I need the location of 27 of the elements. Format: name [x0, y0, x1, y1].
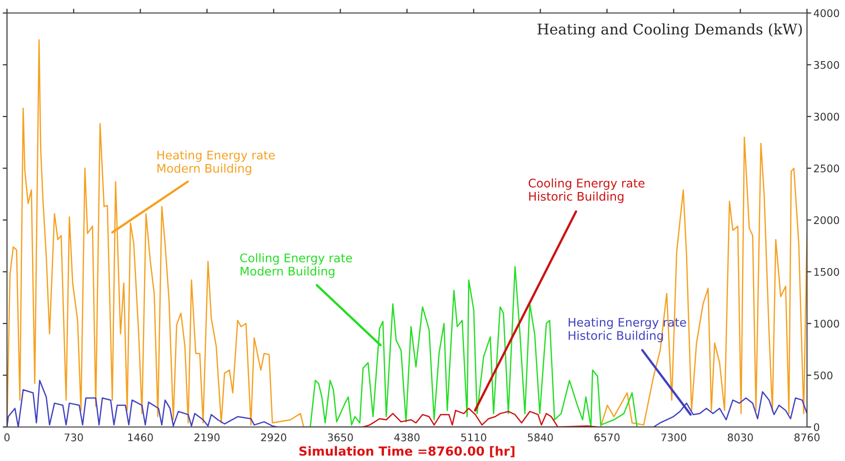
y-tick-label: 1500	[814, 268, 840, 276]
y-tick-label: 1000	[814, 320, 840, 328]
x-tick-label: 3650	[328, 433, 353, 442]
y-tick-label: 3500	[814, 60, 840, 69]
x-tick-label: 5840	[528, 433, 553, 442]
annotation: Heating Energy rate Modern Building	[157, 150, 275, 176]
x-tick-label: 6570	[594, 433, 620, 442]
x-tick-label: 730	[64, 433, 83, 442]
x-tick-label: 8030	[728, 433, 753, 442]
x-tick-label: 8760	[794, 433, 820, 442]
y-tick-label: 4000	[814, 9, 840, 18]
x-tick-label: 2920	[261, 433, 286, 442]
x-tick-label: 2190	[194, 433, 220, 442]
y-tick-label: 2000	[814, 216, 840, 224]
x-tick-label: 1460	[128, 433, 153, 442]
x-tick-label: 0	[4, 433, 10, 442]
x-axis-title: Simulation Time =8760.00 [hr]	[299, 446, 514, 458]
y-tick-label: 3000	[814, 112, 840, 121]
x-tick-label: 5110	[461, 433, 486, 442]
text: Heating and Cooling Demands (kW)	[538, 23, 802, 38]
x-tick-label: 4380	[394, 433, 420, 442]
annotation: Cooling Energy rate Historic Building	[528, 178, 644, 204]
annotation: Colling Energy rate Modern Building	[240, 253, 352, 278]
y-tick-label: 0	[814, 423, 820, 432]
x-tick-label: 7300	[661, 433, 686, 442]
y-tick-label: 2500	[814, 164, 840, 172]
y-tick-label: 500	[814, 371, 832, 380]
